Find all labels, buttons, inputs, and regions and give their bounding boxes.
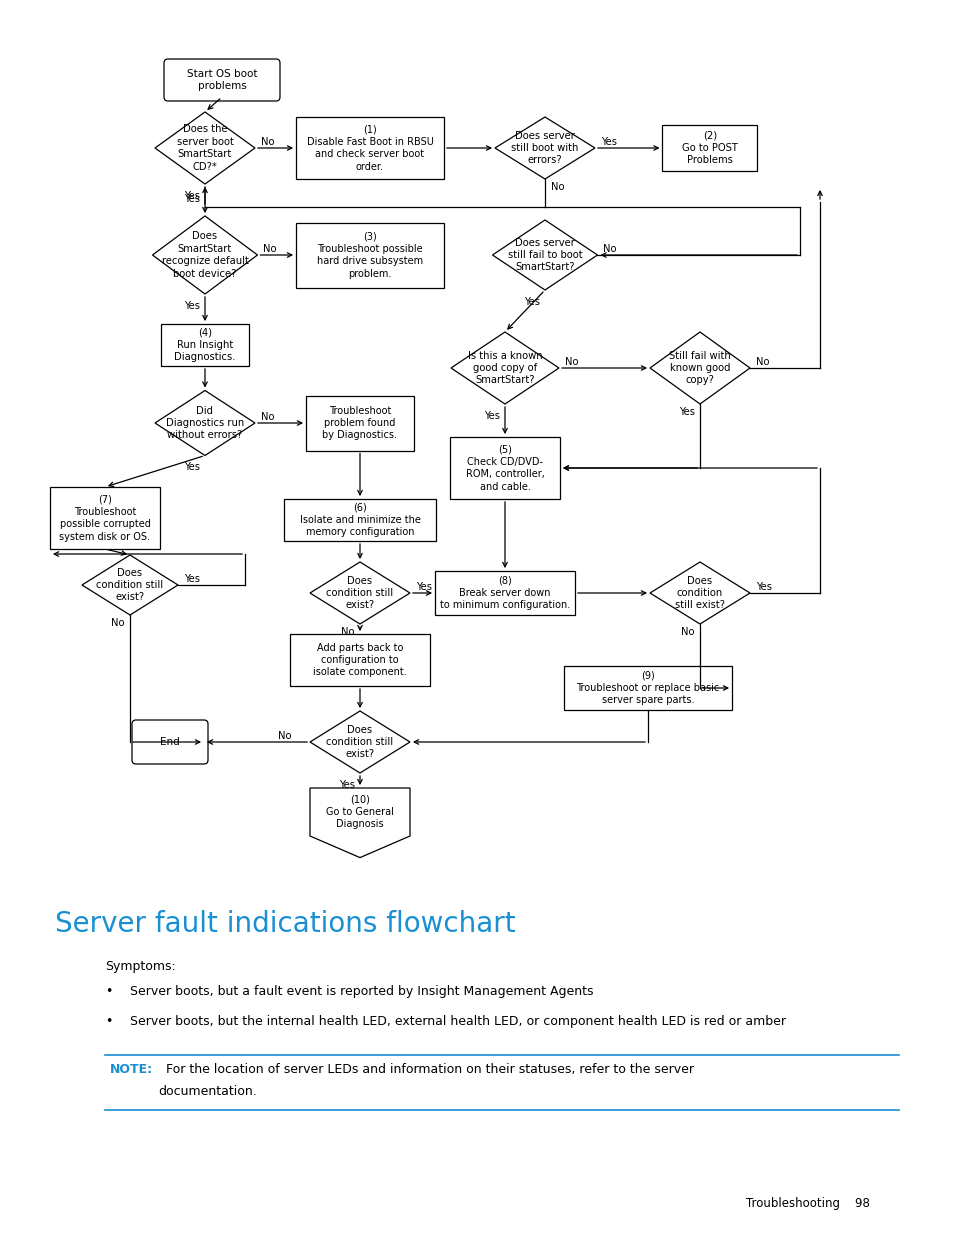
Text: Server fault indications flowchart: Server fault indications flowchart [55, 910, 515, 939]
Text: No: No [263, 245, 276, 254]
Text: documentation.: documentation. [158, 1086, 256, 1098]
Text: Is this a known
good copy of
SmartStart?: Is this a known good copy of SmartStart? [467, 351, 541, 385]
Text: Yes: Yes [483, 411, 499, 421]
Text: (2)
Go to POST
Problems: (2) Go to POST Problems [681, 131, 738, 165]
Text: No: No [278, 731, 292, 741]
Text: Yes: Yes [416, 582, 432, 592]
Text: Still fail with
known good
copy?: Still fail with known good copy? [668, 351, 730, 385]
Text: Symptoms:: Symptoms: [105, 960, 175, 973]
Text: (1)
Disable Fast Boot in RBSU
and check server boot
order.: (1) Disable Fast Boot in RBSU and check … [306, 125, 433, 172]
Text: No: No [603, 245, 617, 254]
Text: Server boots, but the internal health LED, external health LED, or component hea: Server boots, but the internal health LE… [130, 1015, 785, 1028]
Text: Did
Diagnostics run
without errors?: Did Diagnostics run without errors? [166, 405, 244, 441]
Text: End: End [160, 737, 180, 747]
Text: Yes: Yes [523, 296, 539, 308]
Text: (8)
Break server down
to minimum configuration.: (8) Break server down to minimum configu… [439, 576, 570, 610]
Text: No: No [261, 137, 274, 147]
Text: Yes: Yes [184, 574, 200, 584]
Text: Yes: Yes [755, 582, 771, 592]
Text: Does
condition still
exist?: Does condition still exist? [96, 568, 163, 603]
Text: No: No [261, 412, 274, 422]
Text: Start OS boot
problems: Start OS boot problems [187, 69, 257, 91]
Text: For the location of server LEDs and information on their statuses, refer to the : For the location of server LEDs and info… [158, 1063, 693, 1076]
Text: NOTE:: NOTE: [110, 1063, 153, 1076]
Text: Does
condition still
exist?: Does condition still exist? [326, 725, 394, 760]
Text: Yes: Yes [338, 781, 355, 790]
Text: Add parts back to
configuration to
isolate component.: Add parts back to configuration to isola… [313, 642, 406, 678]
Text: Troubleshoot
problem found
by Diagnostics.: Troubleshoot problem found by Diagnostic… [322, 405, 397, 441]
Text: No: No [564, 357, 578, 367]
Text: (3)
Troubleshoot possible
hard drive subsystem
problem.: (3) Troubleshoot possible hard drive sub… [316, 231, 422, 279]
Text: No: No [341, 627, 355, 637]
Text: Does
condition still
exist?: Does condition still exist? [326, 576, 394, 610]
Text: •: • [105, 986, 112, 998]
Text: Yes: Yes [184, 191, 200, 201]
Text: Yes: Yes [679, 408, 695, 417]
Text: (6)
Isolate and minimize the
memory configuration: (6) Isolate and minimize the memory conf… [299, 503, 420, 537]
Text: (9)
Troubleshoot or replace basic
server spare parts.: (9) Troubleshoot or replace basic server… [576, 671, 719, 705]
Text: (7)
Troubleshoot
possible corrupted
system disk or OS.: (7) Troubleshoot possible corrupted syst… [59, 494, 151, 542]
Text: No: No [680, 627, 695, 637]
Text: No: No [112, 618, 125, 629]
Text: Does
SmartStart
recognize default
boot device?: Does SmartStart recognize default boot d… [161, 231, 248, 279]
Text: Does server
still fail to boot
SmartStart?: Does server still fail to boot SmartStar… [507, 237, 581, 273]
Text: (4)
Run Insight
Diagnostics.: (4) Run Insight Diagnostics. [174, 327, 235, 362]
Text: Does server
still boot with
errors?: Does server still boot with errors? [511, 131, 578, 165]
Text: (5)
Check CD/DVD-
ROM, controller,
and cable.: (5) Check CD/DVD- ROM, controller, and c… [465, 445, 544, 492]
Text: Yes: Yes [184, 194, 200, 204]
Text: No: No [755, 357, 769, 367]
Text: Does the
server boot
SmartStart
CD?*: Does the server boot SmartStart CD?* [176, 125, 233, 172]
Text: Yes: Yes [184, 462, 200, 473]
Text: No: No [551, 182, 564, 191]
Text: Does
condition
still exist?: Does condition still exist? [675, 576, 724, 610]
Text: Yes: Yes [184, 301, 200, 311]
Text: Server boots, but a fault event is reported by Insight Management Agents: Server boots, but a fault event is repor… [130, 986, 593, 998]
Text: Yes: Yes [600, 137, 617, 147]
Text: Troubleshooting    98: Troubleshooting 98 [745, 1197, 869, 1210]
Text: (10)
Go to General
Diagnosis: (10) Go to General Diagnosis [326, 794, 394, 830]
Text: •: • [105, 1015, 112, 1028]
